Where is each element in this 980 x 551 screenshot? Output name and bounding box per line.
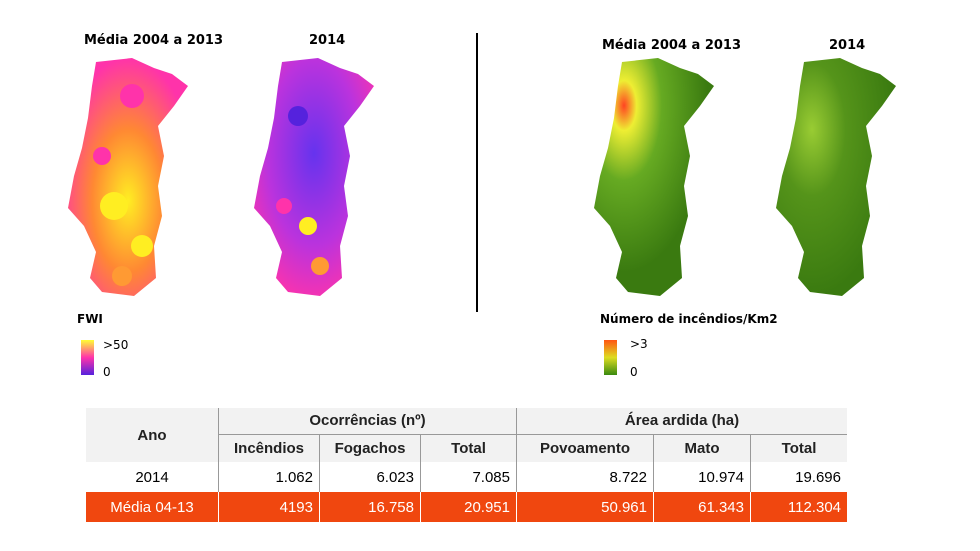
- subheader-mato: Mato: [653, 434, 751, 462]
- header-ocorrencias: Ocorrências (nº): [218, 408, 517, 435]
- fires-avg-title: Média 2004 a 2013: [602, 38, 742, 53]
- row-2014-povoamento: 8.722: [516, 462, 654, 492]
- subheader-total-ocorrencias: Total: [420, 434, 517, 462]
- fires-year-title: 2014: [829, 38, 866, 53]
- row-2014-total-area: 19.696: [795, 468, 841, 486]
- row-media-incendios: 4193: [218, 492, 320, 522]
- fires-legend-gradient: [604, 340, 617, 375]
- fwi-year-title: 2014: [309, 33, 346, 48]
- row-2014-mato: 10.974: [653, 462, 751, 492]
- fwi-avg-map: [68, 58, 188, 296]
- fwi-legend-gradient: [81, 340, 94, 375]
- row-media-povoamento: 50.961: [516, 492, 654, 522]
- fwi-legend-title: FWI: [77, 312, 103, 326]
- subheader-fogachos: Fogachos: [319, 434, 421, 462]
- row-2014-total-ocorrencias: 7.085: [420, 462, 517, 492]
- fwi-legend-max: >50: [103, 338, 129, 352]
- fires-2014-map: [776, 58, 896, 296]
- row-media-mato: 61.343: [653, 492, 751, 522]
- row-2014-incendios: 1.062: [218, 462, 320, 492]
- fires-legend-title: Número de incêndios/Km2: [600, 312, 778, 326]
- header-ano: Ano: [86, 408, 219, 462]
- fwi-legend-min: 0: [103, 365, 111, 379]
- table-row: 2014 1.062 6.023 7.085 8.722 10.974 19.6…: [86, 462, 847, 492]
- fires-legend-max: >3: [630, 337, 648, 351]
- panel-divider: [476, 33, 478, 312]
- table-row-highlight: Média 04-13 4193 16.758 20.951 50.961 61…: [86, 492, 847, 522]
- subheader-total-area: Total: [750, 434, 847, 462]
- fwi-2014-map: [254, 58, 374, 296]
- fwi-avg-title: Média 2004 a 2013: [84, 33, 224, 48]
- statistics-table: Ano Ocorrências (nº) Área ardida (ha) In…: [86, 408, 847, 522]
- row-media-ano: Média 04-13: [86, 492, 219, 522]
- subheader-povoamento: Povoamento: [516, 434, 654, 462]
- fires-legend-min: 0: [630, 365, 638, 379]
- header-area-ardida: Área ardida (ha): [516, 408, 847, 435]
- fires-avg-map: [594, 58, 714, 296]
- row-media-total-area: 112.304: [750, 492, 847, 522]
- row-media-fogachos: 16.758: [319, 492, 421, 522]
- row-2014-ano: 2014: [86, 462, 219, 492]
- row-media-total-ocorrencias: 20.951: [420, 492, 517, 522]
- row-2014-fogachos: 6.023: [319, 462, 421, 492]
- subheader-incendios: Incêndios: [218, 434, 320, 462]
